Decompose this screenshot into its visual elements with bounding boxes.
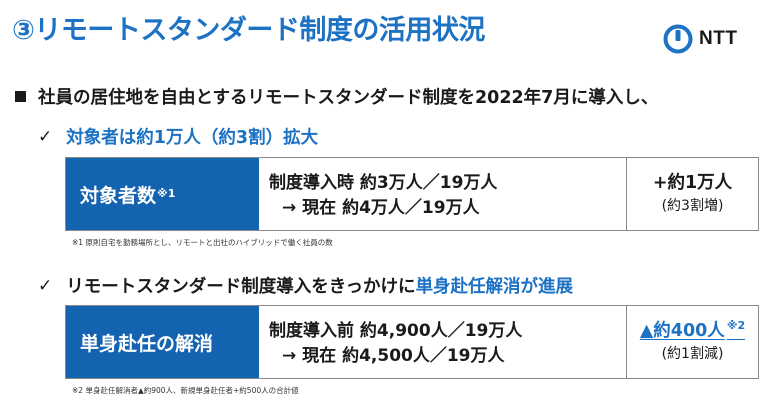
- lead-text: 社員の居住地を自由とするリモートスタンダード制度を2022年7月に導入し、: [38, 88, 659, 108]
- ntt-logo-text: NTT: [699, 28, 738, 49]
- single-assignment-row: 単身赴任の解消 制度導入前 約4,900人／19万人 → 現在 約4,500人／…: [65, 305, 759, 379]
- target-count-label-text: 対象者数: [80, 184, 157, 207]
- section2-heading-text: リモートスタンダード制度導入をきっかけに: [66, 277, 416, 297]
- checkmark-icon: ✓: [38, 275, 53, 296]
- target-count-before: 制度導入時 約3万人／19万人: [269, 173, 498, 193]
- footnote-2: ※2 単身赴任解消者▲約900人、新規単身赴任者+約500人の合計値: [72, 386, 299, 395]
- single-assignment-result: ▲約400人 ※2 (約1割減): [627, 306, 758, 378]
- bullet-square-icon: [15, 91, 26, 102]
- target-count-label: 対象者数 ※1: [66, 158, 259, 230]
- section1-heading-text: 対象者は約1万人（約3割）拡大: [66, 128, 319, 148]
- section2-heading-highlight: 単身赴任解消が進展: [415, 277, 574, 297]
- target-count-row: 対象者数 ※1 制度導入時 約3万人／19万人 → 現在 約4万人／19万人 +約…: [65, 157, 759, 231]
- target-count-increase: +約1万人: [652, 173, 733, 193]
- checkmark-icon: ✓: [38, 126, 53, 147]
- single-assignment-before: 制度導入前 約4,900人／19万人: [269, 321, 523, 341]
- target-count-detail: 制度導入時 約3万人／19万人 → 現在 約4万人／19万人: [259, 158, 627, 230]
- footnote-mark-2: ※2: [726, 319, 746, 333]
- single-assignment-label: 単身赴任の解消: [66, 306, 259, 378]
- single-assignment-label-text: 単身赴任の解消: [80, 332, 214, 355]
- ntt-logo-icon: [663, 24, 693, 54]
- page-title: ③リモートスタンダード制度の活用状況: [12, 15, 485, 46]
- target-count-now: → 現在 約4万人／19万人: [282, 198, 480, 218]
- target-count-increase-ratio: (約3割増): [661, 198, 724, 214]
- section2-heading: ✓ リモートスタンダード制度導入をきっかけに 単身赴任解消が進展: [38, 273, 573, 298]
- ntt-logo: NTT: [663, 24, 737, 54]
- single-assignment-now: → 現在 約4,500人／19万人: [282, 346, 505, 366]
- single-assignment-decrease: ▲約400人 ※2: [640, 319, 745, 343]
- single-assignment-decrease-value: ▲約400人: [639, 321, 725, 341]
- lead-statement: 社員の居住地を自由とするリモートスタンダード制度を2022年7月に導入し、: [15, 84, 658, 109]
- single-assignment-decrease-ratio: (約1割減): [661, 346, 724, 362]
- target-count-result: +約1万人 (約3割増): [627, 158, 758, 230]
- footnote-1: ※1 原則自宅を勤務場所とし、リモートと出社のハイブリッドで働く社員の数: [72, 238, 333, 247]
- section1-heading: ✓ 対象者は約1万人（約3割）拡大: [38, 124, 318, 149]
- single-assignment-detail: 制度導入前 約4,900人／19万人 → 現在 約4,500人／19万人: [259, 306, 627, 378]
